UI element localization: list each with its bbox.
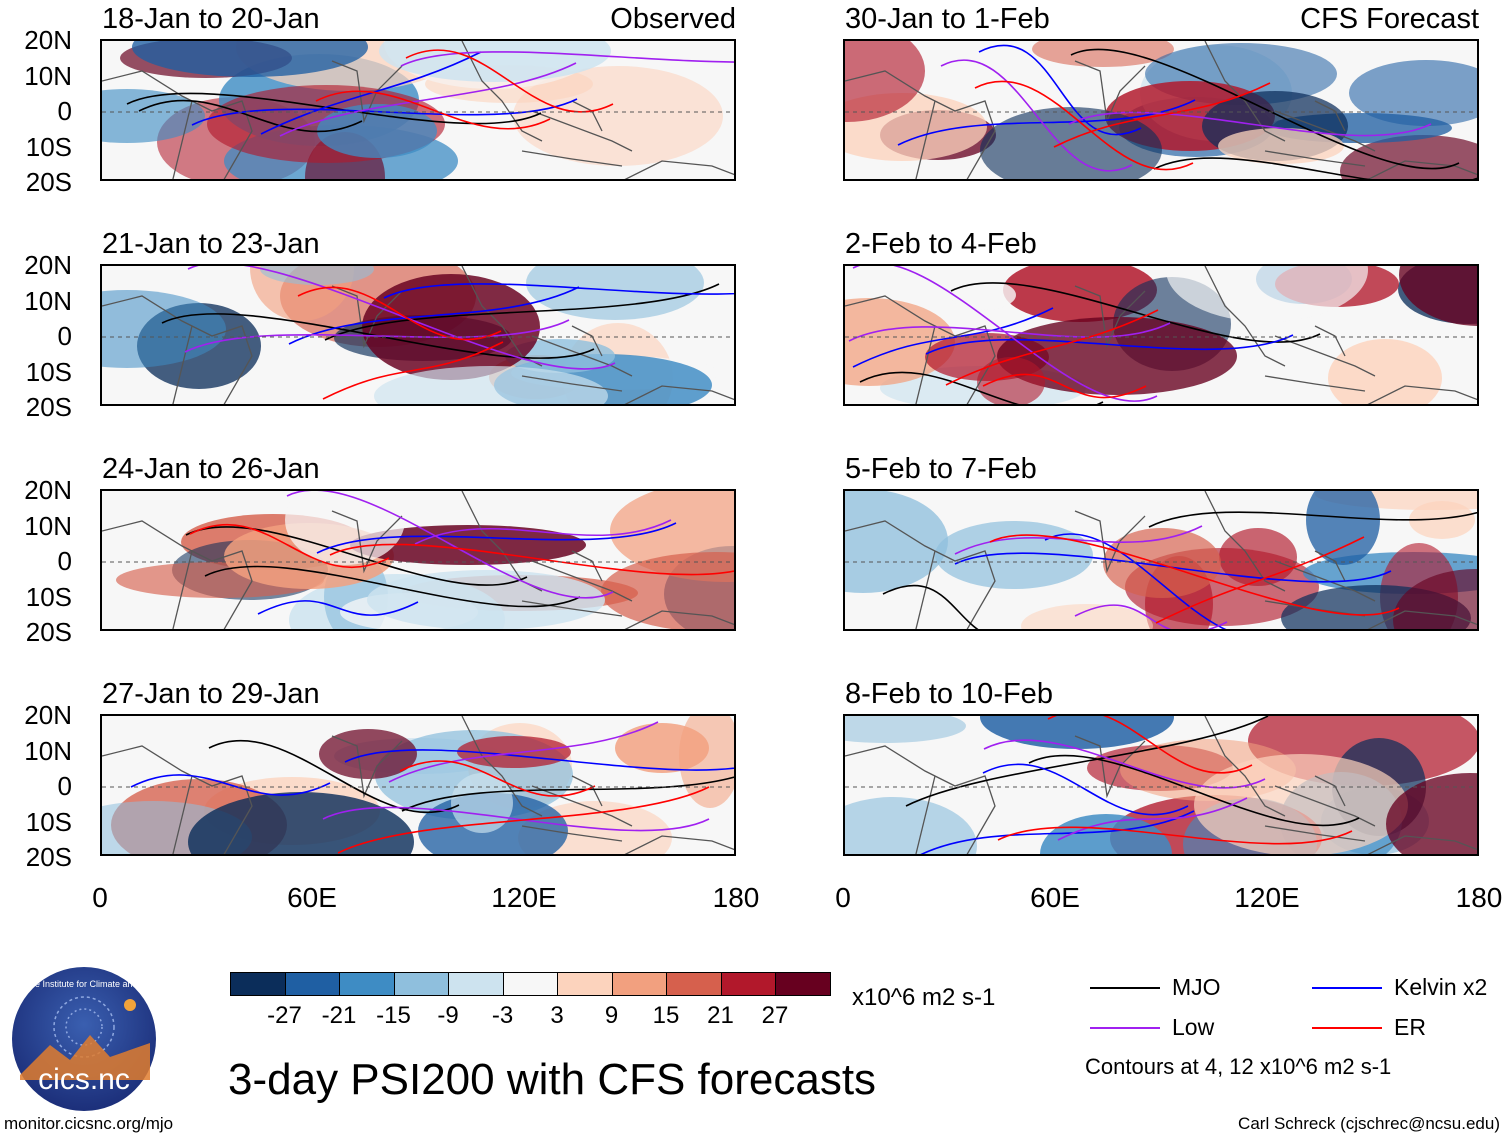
lat-tick-label: 10N [24,735,72,766]
lat-tick-label: 20S [25,617,72,647]
colorbar-swatch [666,972,722,996]
right-panel-date-range: 2-Feb to 4-Feb [845,228,1037,260]
legend-swatch [1090,1027,1160,1029]
cicsnc-logo: cics.nc Cooperative Institute for Climat… [0,965,177,1113]
colorbar-label: 3 [550,1002,564,1029]
legend-label: MJO [1172,974,1221,1000]
left-panel-date-range: 24-Jan to 26-Jan [102,453,320,485]
lat-tick-label: 20N [24,250,72,280]
legend-swatch [1312,1027,1382,1029]
footer-link[interactable]: monitor.cicsnc.org/mjo [4,1114,174,1133]
legend-label: Kelvin x2 [1394,974,1488,1000]
right-column-header: CFS Forecast [1300,3,1479,35]
left-map-panel [100,714,736,856]
left-panel-date-range: 27-Jan to 29-Jan [102,678,320,710]
lat-tick-label: 10N [24,60,72,91]
colorbar-swatch [284,972,340,996]
colorbar-label: 27 [761,1002,789,1029]
left-map-panel [100,489,736,631]
left-panel-date-range: 21-Jan to 23-Jan [102,228,320,260]
lat-tick-label: 10N [24,285,72,316]
colorbar-swatch [230,972,286,996]
colorbar-swatch [611,972,667,996]
lat-tick-label: 10S [25,806,72,837]
lon-tick-label: 180 [712,882,760,913]
left-column-header: Observed [610,3,736,35]
lat-tick-label: 20N [24,25,72,55]
lon-tick-label: 120E [1234,882,1300,913]
legend-label: ER [1394,1014,1426,1040]
lat-tick-label: 10S [25,131,72,162]
colorbar-label: -9 [437,1002,459,1029]
right-panel-date-range: 8-Feb to 10-Feb [845,678,1053,710]
colorbar-label: -21 [321,1002,357,1029]
lat-tick-label: 0 [57,96,72,126]
lat-tick-label: 0 [57,546,72,576]
lon-tick-label: 0 [835,882,851,913]
logo-ring-text: Cooperative Institute for Climate and Sa… [10,979,158,989]
lon-tick-label: 60E [1030,882,1080,913]
colorbar-label: 15 [652,1002,680,1029]
colorbar-label: -27 [267,1002,302,1029]
lat-tick-label: 10S [25,356,72,387]
right-map-panel [843,39,1479,181]
lat-tick-label: 0 [57,321,72,351]
colorbar-swatch [448,972,504,996]
lat-tick-label: 10N [24,510,72,541]
colorbar-swatch [339,972,395,996]
lat-tick-label: 0 [57,771,72,801]
lat-tick-label: 20N [24,700,72,730]
right-panel-date-range: 30-Jan to 1-Feb [845,3,1050,35]
right-panel-date-range: 5-Feb to 7-Feb [845,453,1037,485]
colorbar-swatch [557,972,613,996]
lat-tick-label: 20S [25,392,72,422]
legend-label: Low [1172,1014,1215,1040]
lat-tick-label: 20S [25,167,72,197]
colorbar-swatch [775,972,831,996]
lon-tick-label: 0 [92,882,108,913]
lon-tick-label: 120E [491,882,557,913]
lon-tick-label: 180 [1455,882,1503,913]
colorbar-swatch [720,972,776,996]
colorbar-label: -3 [491,1002,514,1029]
colorbar-label: 9 [604,1002,619,1029]
colorbar-label: 21 [707,1002,734,1029]
logo-text: cics.nc [38,1063,130,1096]
colorbar-swatch [393,972,449,996]
left-panel-date-range: 18-Jan to 20-Jan [102,3,320,35]
lat-tick-label: 10S [25,581,72,612]
colorbar-units: x10^6 m2 s-1 [852,984,996,1011]
page-title: 3-day PSI200 with CFS forecasts [228,1055,877,1104]
legend-swatch [1312,987,1382,989]
legend-swatch [1090,987,1160,989]
right-map-panel [843,714,1479,856]
colorbar-label: -15 [376,1002,411,1029]
left-map-panel [100,264,736,406]
footer-credit: Carl Schreck (cjschrec@ncsu.edu) [1238,1114,1500,1133]
contours-note: Contours at 4, 12 x10^6 m2 s-1 [1085,1054,1392,1079]
lat-tick-label: 20S [25,842,72,872]
lat-tick-label: 20N [24,475,72,505]
right-map-panel [843,489,1479,631]
left-map-panel [100,39,736,181]
colorbar-swatch [502,972,558,996]
lon-tick-label: 60E [287,882,337,913]
right-map-panel [843,264,1479,406]
